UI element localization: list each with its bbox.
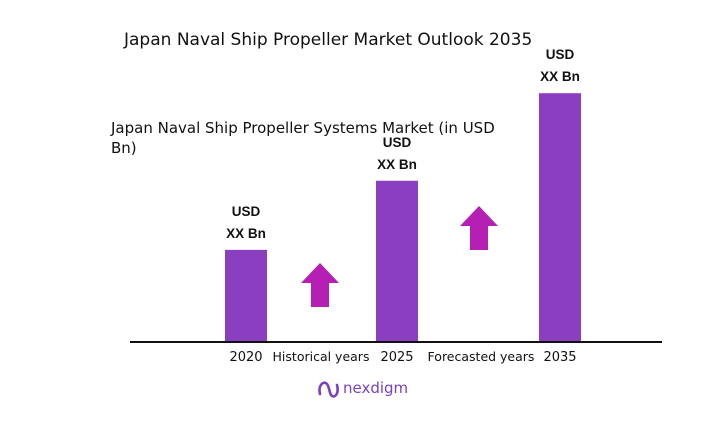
historical-years-label: Historical years — [273, 349, 370, 364]
brand-name: nexdigm — [343, 379, 408, 397]
x-tick-2025: 2025 — [380, 350, 413, 365]
up-arrow-icon — [301, 263, 339, 307]
up-arrow-icon — [460, 206, 498, 250]
data-label-2025-line-2: XX Bn — [377, 157, 417, 172]
chart-title: Japan Naval Ship Propeller Market Outloo… — [123, 30, 532, 50]
data-label-2025-line-1: USD — [383, 135, 412, 150]
nexdigm-logo: nexdigm — [318, 379, 408, 398]
x-axis-tick-labels: 2020 2025 2035 — [229, 350, 576, 365]
x-tick-2020: 2020 — [229, 350, 262, 365]
bar-2025 — [376, 180, 418, 342]
x-tick-2035: 2035 — [543, 350, 576, 365]
forecasted-years-label: Forecasted years — [428, 349, 535, 364]
bar-series — [225, 93, 581, 342]
chart-subtitle-line-1: Japan Naval Ship Propeller Systems Marke… — [110, 119, 495, 137]
data-label-2035-line-2: XX Bn — [540, 69, 580, 84]
data-label-2020-line-1: USD — [232, 204, 261, 219]
nexdigm-logo-icon — [318, 381, 339, 398]
bar-2035 — [539, 93, 581, 342]
data-label-2035-line-1: USD — [546, 47, 575, 62]
value-labels: USD XX Bn USD XX Bn USD XX Bn — [226, 47, 580, 241]
chart-subtitle-line-2: Bn) — [111, 139, 137, 157]
bar-2020 — [225, 249, 267, 342]
growth-arrows — [301, 206, 498, 307]
data-label-2020-line-2: XX Bn — [226, 226, 266, 241]
